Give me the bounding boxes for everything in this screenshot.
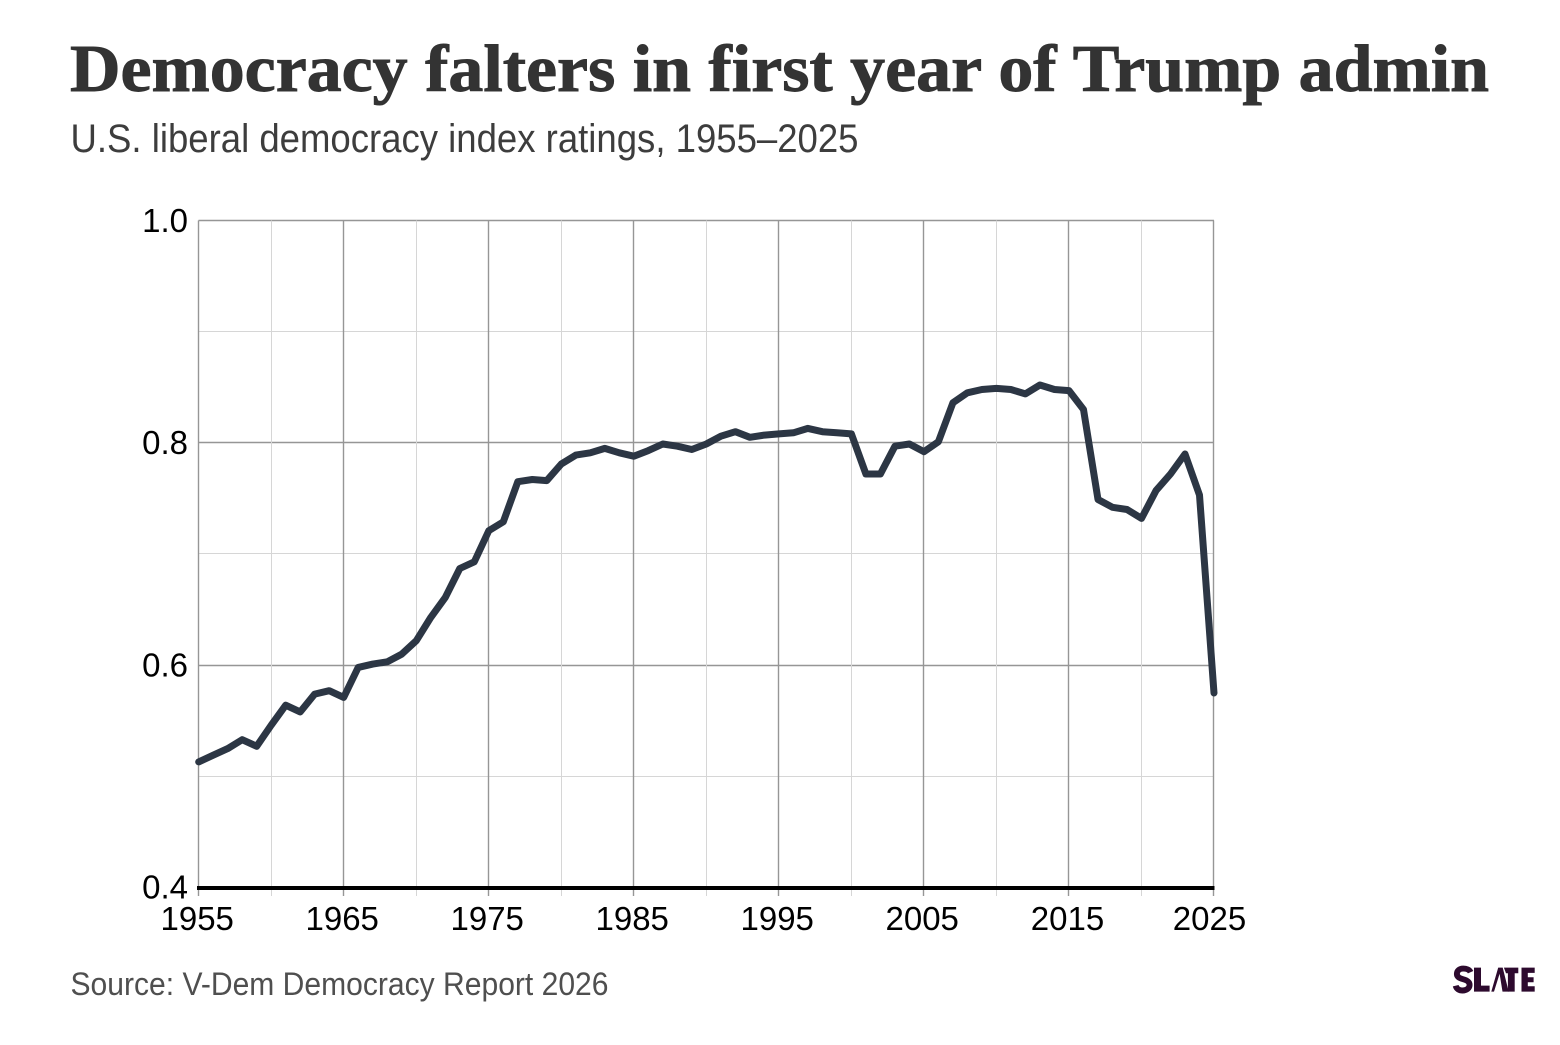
svg-text:1985: 1985 bbox=[595, 900, 668, 937]
svg-text:1965: 1965 bbox=[305, 900, 378, 937]
svg-text:1975: 1975 bbox=[450, 900, 523, 937]
svg-text:2005: 2005 bbox=[885, 900, 958, 937]
svg-text:1955: 1955 bbox=[160, 900, 233, 937]
svg-text:Source: V-Dem Democracy Report: Source: V-Dem Democracy Report 2026 bbox=[71, 966, 609, 1002]
svg-text:0.6: 0.6 bbox=[142, 646, 188, 683]
svg-text:1.0: 1.0 bbox=[142, 202, 188, 239]
svg-text:0.8: 0.8 bbox=[142, 424, 188, 461]
svg-text:2015: 2015 bbox=[1031, 900, 1104, 937]
svg-text:2025: 2025 bbox=[1173, 900, 1246, 937]
svg-text:0.4: 0.4 bbox=[142, 869, 188, 906]
svg-text:1995: 1995 bbox=[740, 900, 813, 937]
svg-text:U.S. liberal democracy index r: U.S. liberal democracy index ratings, 19… bbox=[71, 117, 859, 161]
svg-text:Democracy falters in first yea: Democracy falters in first year of Trump… bbox=[70, 32, 1489, 106]
